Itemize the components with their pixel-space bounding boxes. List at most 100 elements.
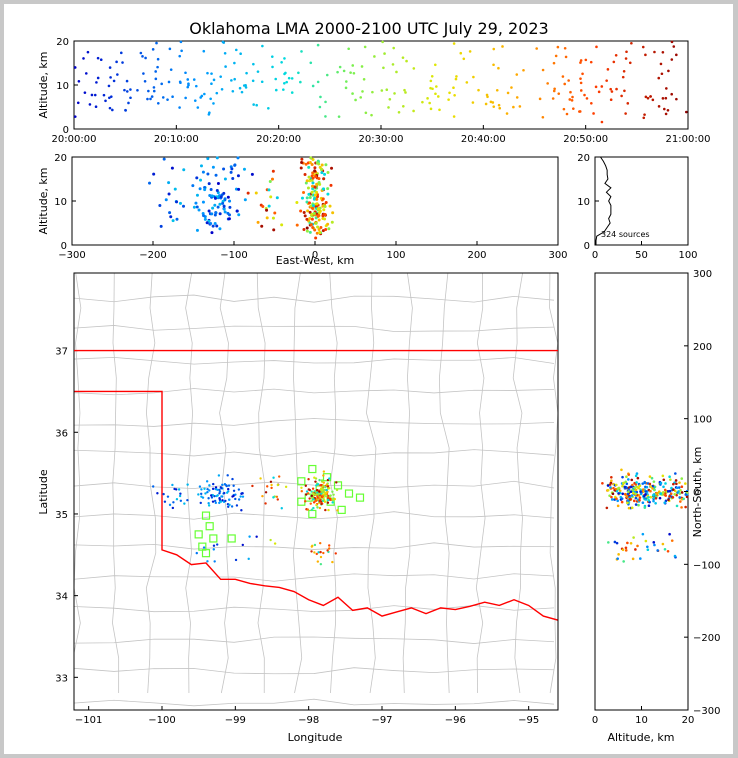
source-point xyxy=(387,106,390,109)
source-point xyxy=(659,492,662,495)
map-ylabel: Latitude xyxy=(37,469,50,515)
source-point xyxy=(601,482,604,485)
source-point xyxy=(319,168,323,172)
source-point xyxy=(73,115,77,118)
source-point xyxy=(669,492,673,495)
eastwest-axis-tick-label: −300 xyxy=(58,250,85,261)
source-point xyxy=(230,167,234,171)
county-line xyxy=(329,273,338,694)
source-point xyxy=(206,490,209,494)
source-point xyxy=(646,548,650,551)
county-line xyxy=(256,273,266,694)
source-point xyxy=(162,157,166,161)
latitude-tick-label: 36 xyxy=(55,428,68,439)
source-point xyxy=(651,98,655,102)
source-point xyxy=(354,98,357,102)
source-point xyxy=(312,506,315,510)
source-point xyxy=(219,500,223,503)
source-point xyxy=(110,95,113,98)
source-point xyxy=(248,535,251,538)
source-point xyxy=(228,498,231,501)
source-point xyxy=(245,71,248,75)
source-point xyxy=(563,46,567,50)
source-point xyxy=(141,55,144,58)
source-point xyxy=(310,190,314,194)
source-point xyxy=(284,485,288,489)
source-point xyxy=(227,484,231,487)
source-point xyxy=(255,103,258,107)
source-point xyxy=(624,112,627,115)
source-point xyxy=(147,89,150,93)
source-point xyxy=(351,64,355,67)
source-point xyxy=(311,171,315,175)
source-point xyxy=(583,93,586,97)
source-point xyxy=(633,481,636,485)
source-point xyxy=(492,63,495,67)
source-point xyxy=(321,214,325,218)
source-point xyxy=(663,501,667,505)
source-point xyxy=(211,224,215,228)
source-point xyxy=(361,90,364,93)
source-point xyxy=(210,72,213,75)
source-point xyxy=(644,53,647,57)
source-point xyxy=(471,101,475,104)
source-point xyxy=(237,187,241,191)
source-point xyxy=(227,217,231,221)
source-point xyxy=(649,495,652,499)
county-line xyxy=(475,273,486,694)
source-point xyxy=(328,547,331,550)
source-point xyxy=(412,109,415,113)
ns-altitude-axis-tick-label: 0 xyxy=(592,715,598,726)
source-point xyxy=(315,161,319,165)
source-point xyxy=(275,196,279,200)
source-point xyxy=(295,223,299,227)
source-point xyxy=(163,500,167,503)
source-point xyxy=(156,101,160,105)
source-point xyxy=(172,501,175,504)
source-point xyxy=(641,482,645,485)
source-point xyxy=(173,187,177,191)
source-point xyxy=(679,500,682,503)
source-point xyxy=(634,474,638,478)
source-point xyxy=(314,236,318,240)
source-point xyxy=(472,75,475,79)
source-point xyxy=(429,79,433,83)
source-point xyxy=(328,204,332,208)
source-point xyxy=(194,84,198,88)
source-point xyxy=(627,490,630,493)
source-point xyxy=(567,79,570,82)
source-point xyxy=(215,91,219,95)
source-point xyxy=(212,544,216,547)
ns-altitude-axis-tick-label: 20 xyxy=(682,715,695,726)
source-point xyxy=(680,506,683,509)
source-point xyxy=(86,50,90,54)
source-point xyxy=(315,197,319,201)
source-point xyxy=(624,549,628,552)
source-point xyxy=(315,202,319,206)
source-point xyxy=(324,200,328,204)
source-point xyxy=(638,496,642,499)
source-point xyxy=(186,78,190,81)
source-point xyxy=(606,68,610,71)
source-point xyxy=(272,476,275,479)
source-point xyxy=(623,492,627,496)
source-point xyxy=(324,485,327,489)
source-point xyxy=(233,163,237,167)
source-point xyxy=(505,112,509,115)
source-point xyxy=(254,191,258,195)
source-point xyxy=(312,498,315,501)
source-point xyxy=(627,506,631,510)
source-point xyxy=(206,172,210,176)
source-point xyxy=(571,95,574,99)
source-point xyxy=(206,71,209,75)
source-point xyxy=(179,492,182,495)
source-point xyxy=(285,80,289,84)
source-point xyxy=(256,220,260,224)
source-point xyxy=(173,487,176,491)
source-point xyxy=(631,557,635,561)
source-point xyxy=(680,491,684,494)
source-point xyxy=(393,92,396,95)
source-point xyxy=(302,191,306,195)
source-point xyxy=(616,557,619,560)
source-point xyxy=(124,109,127,112)
